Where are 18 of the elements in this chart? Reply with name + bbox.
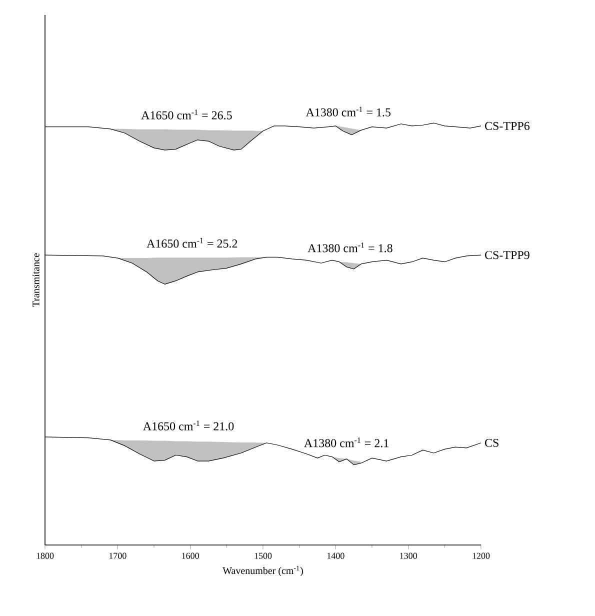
x-tick-label: 1400 bbox=[327, 552, 344, 559]
x-tick-label: 1800 bbox=[36, 552, 54, 559]
x-tick-label: 1300 bbox=[400, 552, 417, 559]
annotation: A1380 cm$^{-1}$ = 1.8 bbox=[308, 242, 392, 252]
x-tick-label: 1600 bbox=[182, 552, 199, 559]
y-axis-title: Transmitance bbox=[32, 253, 40, 307]
x-tick-label: 1200 bbox=[472, 552, 490, 559]
x-tick-label: 1500 bbox=[254, 552, 272, 559]
x-axis-title: Wavenumber (cm$^{-1}$) bbox=[222, 566, 303, 576]
x-tick-label: 1700 bbox=[109, 552, 126, 559]
annotation: A1650 cm$^{-1}$ = 21.0 bbox=[142, 420, 234, 430]
text: A1380 cm$^{-1}$ = 1.5 bbox=[306, 106, 391, 116]
series-label: CS bbox=[485, 438, 498, 447]
text: A1650 cm$^{-1}$ = 26.5 bbox=[141, 110, 232, 120]
series-label: CS-TPP6 bbox=[485, 122, 530, 130]
series-label: CS-TPP9 bbox=[485, 251, 530, 260]
annotation: A1650 cm$^{-1}$ = 25.2 bbox=[146, 238, 238, 248]
annotation: A1380 cm$^{-1}$ = 2.1 bbox=[304, 437, 388, 448]
